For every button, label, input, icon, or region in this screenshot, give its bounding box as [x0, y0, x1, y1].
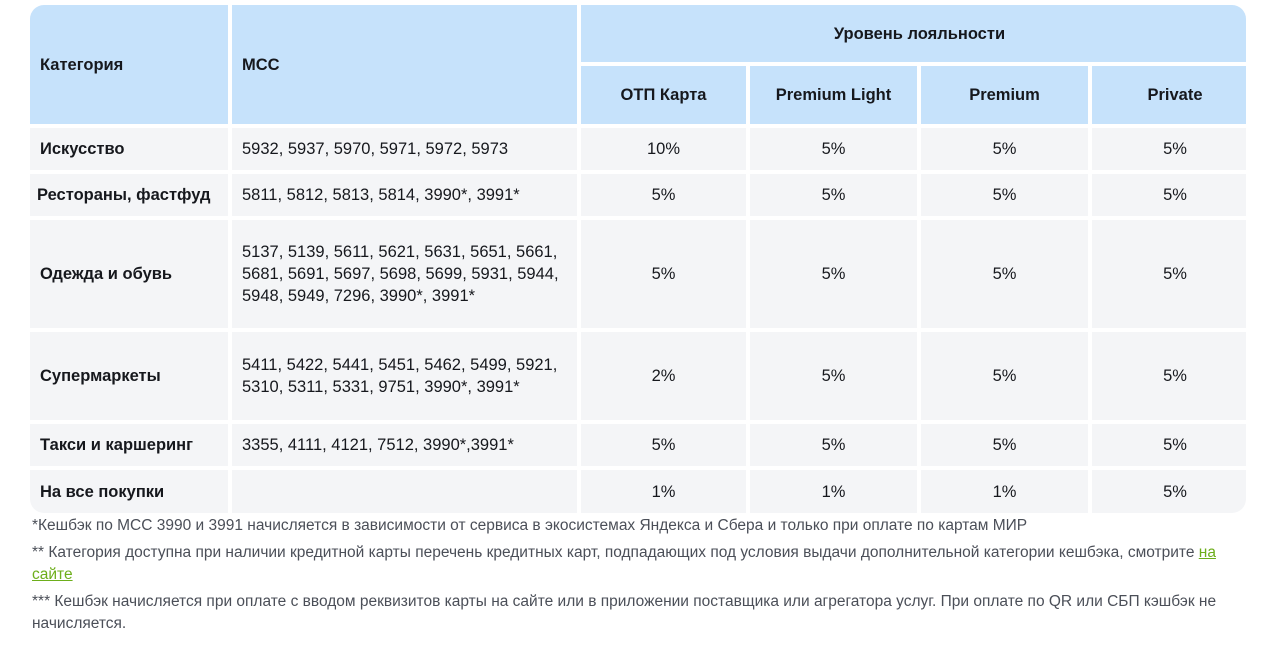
row-mcc: 5811, 5812, 5813, 5814, 3990*, 3991*	[232, 174, 577, 216]
row-value-premium-light: 1%	[750, 470, 917, 513]
row-value-otp: 2%	[581, 332, 746, 420]
row-value-private: 5%	[1092, 424, 1246, 466]
row-value-premium-light: 5%	[750, 424, 917, 466]
footnote-credit-card: ** Категория доступна при наличии кредит…	[32, 542, 1252, 587]
row-value-premium: 5%	[921, 220, 1088, 328]
row-category: Рестораны, фастфуд	[30, 174, 228, 216]
row-value-private: 5%	[1092, 174, 1246, 216]
header-level-premium-light: Premium Light	[750, 66, 917, 124]
footnotes: *Кешбэк по MCC 3990 и 3991 начисляется в…	[32, 515, 1252, 640]
website-link[interactable]: на сайте	[32, 543, 1216, 584]
row-value-premium: 5%	[921, 332, 1088, 420]
header-mcc: MCC	[232, 5, 577, 124]
row-value-premium: 5%	[921, 174, 1088, 216]
row-value-otp: 10%	[581, 128, 746, 170]
row-mcc: 3355, 4111, 4121, 7512, 3990*,3991*	[232, 424, 577, 466]
row-value-otp: 5%	[581, 220, 746, 328]
row-value-otp: 5%	[581, 174, 746, 216]
row-value-private: 5%	[1092, 332, 1246, 420]
row-value-premium: 1%	[921, 470, 1088, 513]
cashback-table-container: Категория MCC Уровень лояльности ОТП Кар…	[30, 5, 1246, 513]
header-loyalty-level: Уровень лояльности	[581, 5, 1246, 62]
row-value-private: 5%	[1092, 128, 1246, 170]
row-category: На все покупки	[30, 470, 228, 513]
row-value-premium-light: 5%	[750, 128, 917, 170]
footnote-mcc: *Кешбэк по MCC 3990 и 3991 начисляется в…	[32, 517, 1028, 534]
row-value-otp: 5%	[581, 424, 746, 466]
row-category: Искусство	[30, 128, 228, 170]
row-mcc	[232, 470, 577, 513]
row-value-private: 5%	[1092, 470, 1246, 513]
row-category: Такси и каршеринг	[30, 424, 228, 466]
footnote-payment-method: *** Кешбэк начисляется при оплате с ввод…	[32, 592, 1217, 633]
footnote-credit-card-text: ** Категория доступна при наличии кредит…	[32, 543, 1199, 561]
row-category: Супермаркеты	[30, 332, 228, 420]
header-level-premium: Premium	[921, 66, 1088, 124]
row-value-otp: 1%	[581, 470, 746, 513]
row-value-premium: 5%	[921, 128, 1088, 170]
row-mcc: 5411, 5422, 5441, 5451, 5462, 5499, 5921…	[232, 332, 577, 420]
row-mcc: 5932, 5937, 5970, 5971, 5972, 5973	[232, 128, 577, 170]
header-category: Категория	[30, 5, 228, 124]
row-value-premium-light: 5%	[750, 174, 917, 216]
row-category: Одежда и обувь	[30, 220, 228, 328]
cashback-table: Категория MCC Уровень лояльности ОТП Кар…	[30, 5, 1246, 513]
row-mcc: 5137, 5139, 5611, 5621, 5631, 5651, 5661…	[232, 220, 577, 328]
row-value-premium-light: 5%	[750, 332, 917, 420]
header-level-otp: ОТП Карта	[581, 66, 746, 124]
row-value-premium: 5%	[921, 424, 1088, 466]
header-level-private: Private	[1092, 66, 1246, 124]
row-value-premium-light: 5%	[750, 220, 917, 328]
row-value-private: 5%	[1092, 220, 1246, 328]
